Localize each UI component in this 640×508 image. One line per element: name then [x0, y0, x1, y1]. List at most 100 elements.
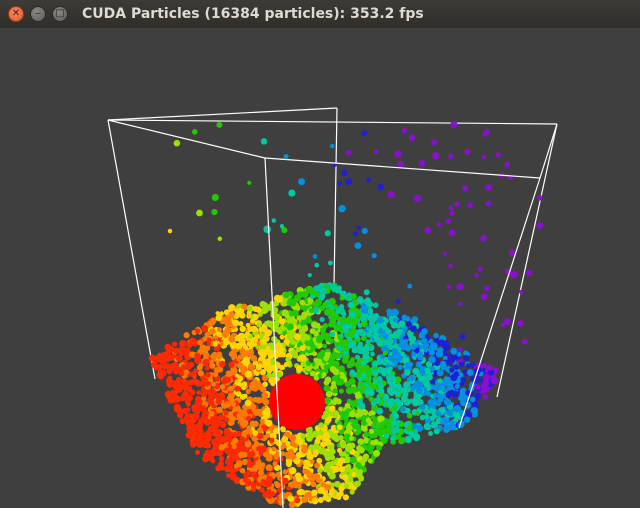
particle: [260, 478, 266, 484]
particle: [440, 382, 446, 389]
particle: [324, 351, 332, 359]
minimize-button[interactable]: ‒: [30, 6, 46, 22]
particle: [422, 377, 430, 385]
particle: [459, 333, 466, 340]
particle: [393, 343, 399, 349]
particle: [234, 379, 241, 386]
particle: [337, 181, 342, 186]
particle: [368, 443, 375, 451]
particle: [260, 445, 267, 453]
particle: [384, 328, 391, 335]
particle: [287, 297, 294, 304]
particle: [285, 441, 291, 447]
particle: [362, 453, 370, 460]
particle: [424, 226, 432, 234]
particle: [239, 325, 247, 333]
particle: [421, 337, 428, 344]
particle: [301, 311, 308, 319]
particle: [458, 301, 463, 306]
minimize-icon: ‒: [34, 8, 42, 19]
particle: [231, 401, 237, 407]
particle: [285, 356, 291, 363]
particle: [339, 333, 344, 338]
particle: [328, 358, 335, 365]
particle: [416, 424, 424, 432]
particle: [394, 383, 402, 391]
particle: [326, 306, 332, 312]
particle: [233, 463, 239, 469]
particle: [320, 481, 327, 488]
particle: [167, 228, 173, 234]
particle: [239, 444, 248, 453]
particle: [432, 152, 440, 160]
particle: [226, 472, 231, 478]
particle: [336, 447, 343, 453]
particle: [342, 413, 349, 420]
particle: [271, 309, 278, 316]
particle: [416, 387, 423, 395]
particle: [466, 369, 474, 376]
particle: [216, 406, 223, 414]
particle: [273, 480, 279, 486]
particle: [351, 371, 358, 377]
particle: [382, 333, 389, 340]
particle: [180, 364, 187, 371]
particle: [405, 315, 411, 322]
particle: [367, 411, 374, 417]
particle: [243, 356, 250, 364]
particle: [307, 432, 315, 440]
particle: [431, 399, 438, 406]
particle: [395, 299, 401, 305]
particle: [356, 344, 363, 351]
particle: [202, 358, 210, 367]
render-viewport[interactable]: [0, 28, 640, 508]
particle: [368, 389, 375, 397]
title-bar[interactable]: ✕ ‒ □ CUDA Particles (16384 particles): …: [0, 0, 640, 28]
particle: [303, 479, 309, 485]
particle: [324, 416, 332, 424]
particle: [465, 363, 472, 369]
particle: [337, 378, 345, 386]
particle: [446, 357, 455, 365]
particle: [329, 283, 338, 291]
particle: [387, 355, 394, 362]
particle: [392, 309, 400, 316]
particle: [340, 440, 347, 447]
particle: [337, 345, 343, 351]
particle: [343, 483, 350, 489]
particle: [187, 430, 194, 436]
particle: [442, 251, 447, 256]
particle: [491, 377, 499, 385]
close-button[interactable]: ✕: [8, 6, 24, 22]
particle: [293, 457, 301, 465]
particle: [360, 372, 367, 379]
particle: [436, 369, 444, 377]
particle: [372, 378, 379, 385]
particle: [209, 328, 216, 335]
particle: [241, 458, 248, 466]
particle: [360, 415, 368, 422]
particle: [448, 205, 454, 211]
particle-cloud: [148, 121, 544, 508]
particle: [173, 139, 181, 147]
particle: [314, 262, 320, 268]
particle: [273, 427, 280, 435]
particle: [417, 351, 424, 358]
particle: [251, 487, 257, 493]
particle: [294, 437, 301, 444]
particle: [336, 424, 343, 431]
particle: [283, 362, 289, 367]
particle: [217, 464, 223, 470]
maximize-button[interactable]: □: [52, 6, 68, 22]
particle: [433, 428, 440, 435]
particle: [224, 320, 231, 327]
particle: [206, 337, 212, 343]
particle: [315, 336, 324, 344]
particle: [372, 449, 381, 457]
particle: [206, 397, 214, 405]
particle: [390, 321, 398, 329]
particle: [173, 347, 180, 355]
particle: [252, 313, 259, 321]
particle: [246, 310, 252, 316]
particle: [418, 159, 426, 167]
